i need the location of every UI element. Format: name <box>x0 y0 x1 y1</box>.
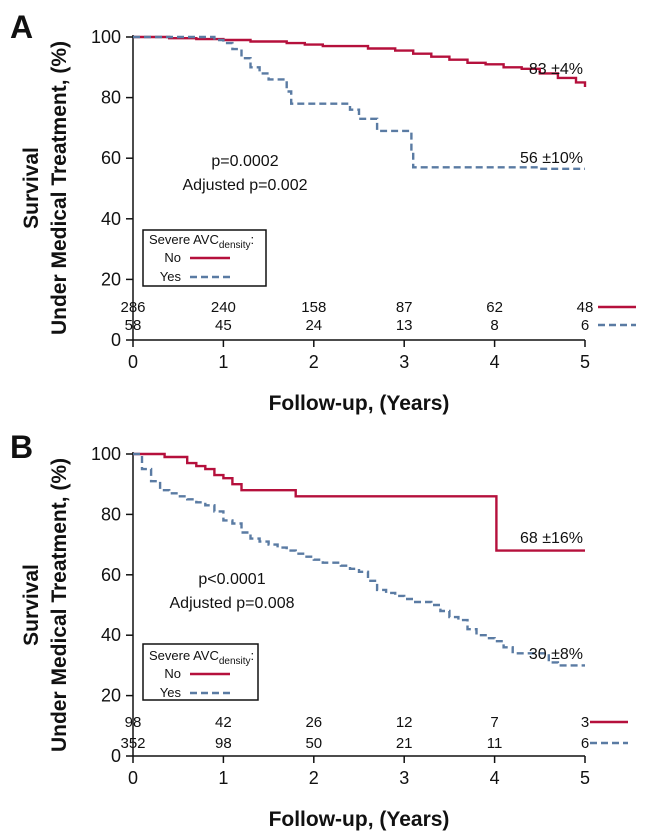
adjusted-p-value: Adjusted p=0.002 <box>183 177 308 194</box>
x-tick-label: 1 <box>218 352 228 372</box>
x-tick-label: 3 <box>399 768 409 788</box>
end-label-yes: 30 ±8% <box>529 646 583 663</box>
y-tick-label: 20 <box>101 686 121 706</box>
y-tick-label: 60 <box>101 148 121 168</box>
legend-title: Severe AVCdensity: <box>149 648 254 667</box>
y-tick-label: 60 <box>101 565 121 585</box>
y-axis-title-line2: Under Medical Treatment, (%) <box>48 41 71 335</box>
at-risk-yes: 58 <box>125 317 142 334</box>
p-value: p=0.0002 <box>211 153 278 170</box>
x-tick-label: 5 <box>580 768 590 788</box>
survival-curve-no <box>133 35 587 87</box>
legend-label-yes: Yes <box>160 269 182 284</box>
x-tick-label: 2 <box>309 352 319 372</box>
x-tick-label: 3 <box>399 352 409 372</box>
x-axis-title: Follow-up, (Years) <box>269 808 450 831</box>
at-risk-no: 158 <box>301 299 326 316</box>
y-tick-label: 0 <box>111 330 121 350</box>
at-risk-no: 286 <box>120 299 145 316</box>
x-axis-title: Follow-up, (Years) <box>269 392 450 415</box>
at-risk-no: 26 <box>305 714 322 731</box>
x-tick-label: 5 <box>580 352 590 372</box>
p-value: p<0.0001 <box>198 571 265 588</box>
at-risk-yes: 6 <box>581 317 589 334</box>
legend-label-yes: Yes <box>160 685 182 700</box>
x-tick-label: 4 <box>490 352 500 372</box>
y-tick-label: 80 <box>101 88 121 108</box>
at-risk-no: 62 <box>486 299 503 316</box>
at-risk-no: 98 <box>125 714 142 731</box>
legend-label-no: No <box>164 250 181 265</box>
x-tick-label: 4 <box>490 768 500 788</box>
at-risk-yes: 45 <box>215 317 232 334</box>
at-risk-yes: 21 <box>396 735 413 752</box>
end-label-no: 68 ±16% <box>520 530 583 547</box>
at-risk-no: 12 <box>396 714 413 731</box>
at-risk-no: 42 <box>215 714 232 731</box>
legend-box <box>142 643 259 701</box>
y-axis-title-line1: Survival <box>20 564 43 646</box>
legend-title: Severe AVCdensity: <box>149 232 254 251</box>
y-tick-label: 100 <box>91 27 121 47</box>
y-tick-label: 20 <box>101 269 121 289</box>
at-risk-no: 240 <box>211 299 236 316</box>
y-axis-title-line2: Under Medical Treatment, (%) <box>48 458 71 752</box>
y-tick-label: 40 <box>101 625 121 645</box>
y-tick-label: 80 <box>101 504 121 524</box>
at-risk-yes: 24 <box>305 317 322 334</box>
at-risk-yes: 8 <box>490 317 498 334</box>
panel-label: A <box>10 9 33 45</box>
at-risk-yes: 98 <box>215 735 232 752</box>
at-risk-yes: 50 <box>305 735 322 752</box>
x-tick-label: 0 <box>128 768 138 788</box>
at-risk-no: 7 <box>490 714 498 731</box>
at-risk-no: 87 <box>396 299 413 316</box>
legend-label-no: No <box>164 666 181 681</box>
panel-label: B <box>10 429 33 465</box>
at-risk-yes: 352 <box>120 735 145 752</box>
survival-curve-no <box>133 452 585 552</box>
x-tick-label: 0 <box>128 352 138 372</box>
survival-curve-yes <box>133 452 585 667</box>
survival-curve-yes <box>133 35 585 170</box>
x-tick-label: 2 <box>309 768 319 788</box>
y-tick-label: 40 <box>101 209 121 229</box>
end-label-yes: 56 ±10% <box>520 150 583 167</box>
at-risk-no: 48 <box>577 299 594 316</box>
at-risk-yes: 6 <box>581 735 589 752</box>
y-tick-label: 100 <box>91 444 121 464</box>
at-risk-yes: 11 <box>487 735 503 752</box>
adjusted-p-value: Adjusted p=0.008 <box>170 595 295 612</box>
at-risk-no: 3 <box>581 714 589 731</box>
at-risk-yes: 13 <box>396 317 413 334</box>
x-tick-label: 1 <box>218 768 228 788</box>
end-label-no: 83 ±4% <box>529 61 583 78</box>
y-tick-label: 0 <box>111 746 121 766</box>
y-axis-title-line1: Survival <box>20 147 43 229</box>
